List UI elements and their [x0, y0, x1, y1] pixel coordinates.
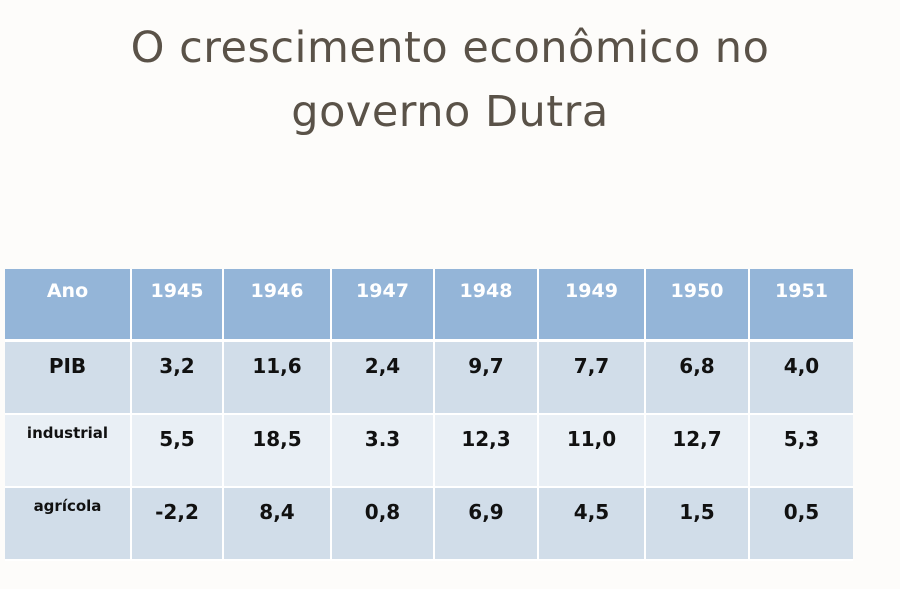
row-label-industrial: industrial	[5, 414, 132, 488]
header-cell-ano: Ano	[5, 269, 132, 342]
table-cell: 0,8	[331, 487, 435, 561]
table-cell: 5,3	[749, 414, 853, 488]
table-row-agricola: agrícola -2,2 8,4 0,8 6,9 4,5 1,5 0,5	[5, 487, 853, 561]
table-cell: 11,0	[538, 414, 646, 488]
table-cell: 12,7	[645, 414, 750, 488]
table-cell: 6,8	[645, 340, 750, 415]
row-label-agricola: agrícola	[5, 487, 132, 561]
header-cell-1946: 1946	[223, 269, 332, 342]
table-cell: 3.3	[331, 414, 435, 488]
row-label-pib: PIB	[5, 340, 132, 415]
table-cell: 0,5	[749, 487, 853, 561]
table-cell: 8,4	[223, 487, 332, 561]
header-cell-1950: 1950	[645, 269, 750, 342]
slide-title: O crescimento econômico no governo Dutra	[0, 16, 900, 144]
table-cell: 1,5	[645, 487, 750, 561]
table-cell: -2,2	[131, 487, 224, 561]
header-cell-1949: 1949	[538, 269, 646, 342]
table-row-pib: PIB 3,2 11,6 2,4 9,7 7,7 6,8 4,0	[5, 340, 853, 415]
table-cell: 6,9	[434, 487, 539, 561]
table-cell: 2,4	[331, 340, 435, 415]
slide-title-line-1: O crescimento econômico no	[130, 23, 770, 73]
table-cell: 5,5	[131, 414, 224, 488]
table-header-row: Ano 1945 1946 1947 1948 1949 1950 1951	[5, 269, 853, 342]
table-cell: 11,6	[223, 340, 332, 415]
table-cell: 7,7	[538, 340, 646, 415]
table-cell: 3,2	[131, 340, 224, 415]
table-cell: 4,5	[538, 487, 646, 561]
header-cell-1951: 1951	[749, 269, 853, 342]
table-cell: 18,5	[223, 414, 332, 488]
header-cell-1945: 1945	[131, 269, 224, 342]
growth-table: Ano 1945 1946 1947 1948 1949 1950 1951 P…	[5, 269, 853, 561]
table-row-industrial: industrial 5,5 18,5 3.3 12,3 11,0 12,7 5…	[5, 414, 853, 488]
table-cell: 12,3	[434, 414, 539, 488]
slide-title-line-2: governo Dutra	[291, 87, 609, 137]
table-cell: 4,0	[749, 340, 853, 415]
header-cell-1947: 1947	[331, 269, 435, 342]
table-cell: 9,7	[434, 340, 539, 415]
header-cell-1948: 1948	[434, 269, 539, 342]
